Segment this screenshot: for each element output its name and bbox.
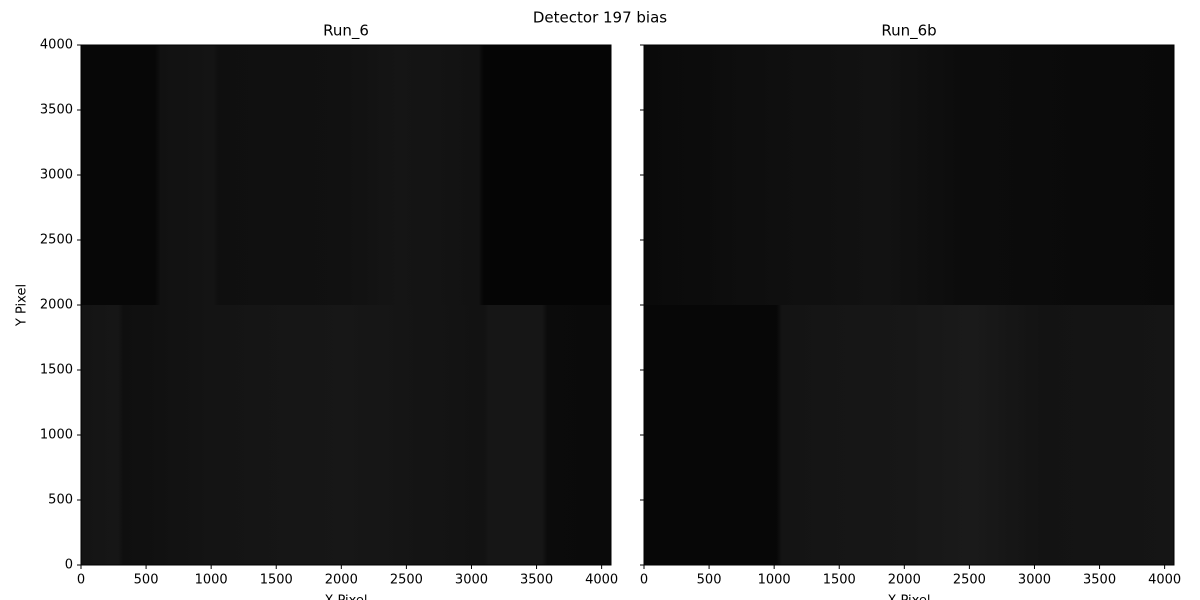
y-tick-label: 1000	[40, 428, 73, 443]
x-tick-label: 2000	[888, 573, 921, 588]
x-tick-label: 4000	[585, 573, 618, 588]
x-tick-label: 1000	[195, 573, 228, 588]
axes-title: Run_6b	[881, 22, 936, 41]
x-tick-label: 1500	[260, 573, 293, 588]
y-axis-label: Y Pixel	[15, 284, 30, 327]
x-tick-label: 2000	[325, 573, 358, 588]
image-lower	[81, 305, 611, 565]
x-tick-label: 500	[134, 573, 159, 588]
x-tick-label: 3000	[455, 573, 488, 588]
x-tick-label: 1500	[823, 573, 856, 588]
y-tick-label: 2500	[40, 233, 73, 248]
y-tick-label: 0	[65, 558, 73, 573]
x-tick-label: 1000	[758, 573, 791, 588]
y-tick-label: 2000	[40, 298, 73, 313]
image-lower	[644, 305, 1174, 565]
x-tick-label: 500	[697, 573, 722, 588]
x-axis-label: X Pixel	[887, 594, 930, 600]
x-tick-label: 0	[77, 573, 85, 588]
y-tick-label: 3000	[40, 168, 73, 183]
x-tick-label: 4000	[1148, 573, 1181, 588]
y-tick-label: 1500	[40, 363, 73, 378]
x-tick-label: 2500	[953, 573, 986, 588]
y-tick-label: 3500	[40, 103, 73, 118]
image-upper	[644, 45, 1174, 305]
x-tick-label: 2500	[390, 573, 423, 588]
x-tick-label: 3500	[1083, 573, 1116, 588]
image-upper	[81, 45, 611, 305]
y-tick-label: 500	[48, 493, 73, 508]
x-tick-label: 3000	[1018, 573, 1051, 588]
x-tick-label: 0	[640, 573, 648, 588]
axes-title: Run_6	[323, 22, 369, 41]
figure-title: Detector 197 bias	[533, 9, 667, 27]
y-tick-label: 4000	[40, 38, 73, 53]
x-tick-label: 3500	[520, 573, 553, 588]
x-axis-label: X Pixel	[324, 594, 367, 600]
